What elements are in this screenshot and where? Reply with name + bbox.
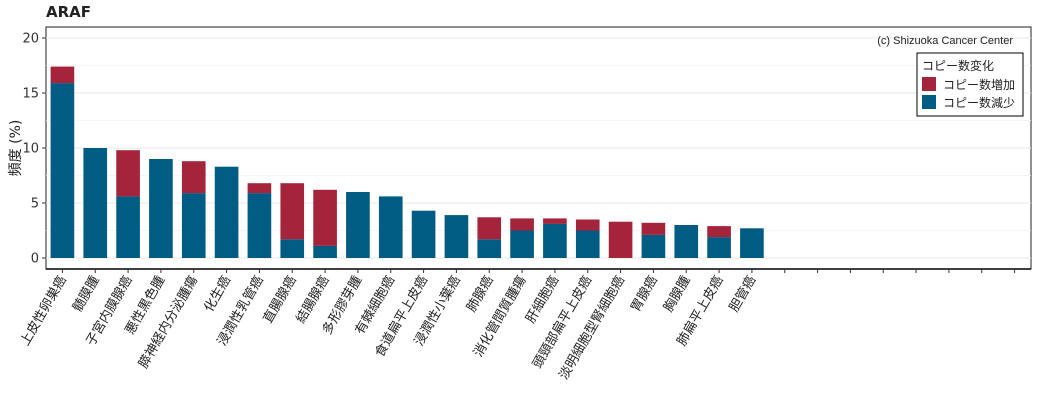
bar-segment-decrease: [641, 234, 666, 258]
y-axis-label: 頻度 (%): [8, 120, 24, 177]
x-tick-label: 胃腺癌: [628, 273, 661, 315]
legend-swatch-decrease: [922, 95, 936, 109]
y-axis: 0 5 10 15 20: [22, 32, 46, 267]
y-tick-label: 20: [22, 32, 39, 47]
bar-segment-decrease: [707, 237, 731, 258]
bar-segment-increase: [608, 221, 633, 258]
legend-swatch-increase: [922, 77, 936, 91]
bar-segment-decrease: [510, 230, 534, 258]
x-tick-label: 胆管癌: [726, 273, 759, 315]
bars: [50, 66, 764, 258]
x-tick-label: 化生癌: [201, 273, 234, 315]
bar-segment-decrease: [116, 196, 140, 258]
x-tick-label: 上皮性卵巣癌: [17, 273, 70, 349]
x-tick-label: 頭頸部扁平上皮癌: [529, 273, 595, 371]
x-tick-label: 肺腺癌: [463, 273, 496, 315]
y-tick-label: 0: [31, 252, 39, 267]
bar-segment-increase: [510, 218, 534, 231]
bar-segment-increase: [313, 189, 337, 246]
bar-segment-decrease: [444, 215, 469, 258]
chart-title: ARAF: [46, 3, 91, 21]
bar-segment-decrease: [477, 239, 502, 258]
bar-segment-increase: [116, 150, 140, 197]
y-tick-label: 10: [22, 142, 39, 157]
bar-segment-decrease: [83, 148, 108, 258]
bar-segment-decrease: [247, 193, 272, 258]
legend-label-decrease: コピー数減少: [943, 95, 1015, 110]
bar-segment-increase: [477, 217, 502, 240]
bar-segment-decrease: [50, 83, 75, 258]
bar-segment-decrease: [149, 159, 173, 258]
legend-label-increase: コピー数増加: [943, 77, 1015, 92]
x-tick-label: 膵神経内分泌腫瘍: [135, 273, 201, 371]
bar-segment-decrease: [280, 239, 305, 258]
legend: コピー数変化 コピー数増加 コピー数減少: [916, 52, 1024, 117]
bar-segment-decrease: [346, 192, 370, 258]
y-tick-label: 5: [31, 197, 39, 212]
bar-segment-decrease: [214, 166, 239, 258]
bar-segment-increase: [575, 219, 600, 231]
bar-segment-decrease: [181, 193, 206, 258]
bar-segment-increase: [280, 183, 305, 240]
legend-title: コピー数変化: [922, 58, 994, 73]
credit-text: (c) Shizuoka Cancer Center: [877, 35, 1013, 47]
grid-lines: [46, 37, 1031, 259]
bar-segment-decrease: [575, 230, 600, 258]
bar-segment-increase: [543, 218, 567, 224]
bar-segment-increase: [707, 226, 731, 238]
bar-segment-decrease: [674, 225, 699, 258]
x-tick-label: 髄膜腫: [69, 273, 102, 315]
bar-segment-decrease: [313, 245, 337, 258]
bar-segment-increase: [247, 183, 272, 194]
bar-segment-increase: [181, 161, 206, 194]
bar-segment-decrease: [543, 223, 567, 258]
bar-segment-decrease: [411, 210, 436, 258]
bar-segment-decrease: [378, 196, 403, 258]
bar-segment-decrease: [740, 228, 764, 258]
bar-segment-increase: [50, 66, 75, 84]
x-tick-label: 胸腺腫: [660, 273, 693, 315]
bar-segment-increase: [641, 222, 666, 235]
y-tick-label: 15: [22, 87, 39, 102]
